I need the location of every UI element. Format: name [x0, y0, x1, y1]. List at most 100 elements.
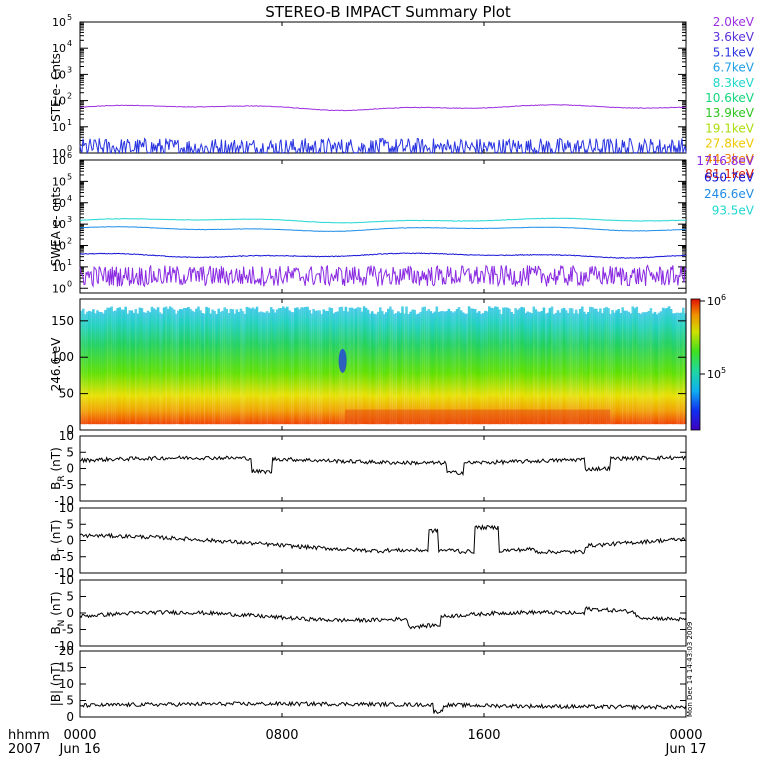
heatmap-column [199, 310, 202, 425]
heatmap-column [399, 312, 402, 425]
heatmap-column [581, 306, 584, 425]
heatmap-column [611, 310, 614, 425]
br-panel: BR (nT) 10 5 0 -5 -10 [49, 429, 687, 508]
y-tick-exponent: 3 [67, 215, 72, 224]
heatmap-column [316, 310, 319, 425]
heatmap-column [542, 307, 546, 425]
heatmap-column [278, 308, 281, 425]
br-trace [79, 454, 687, 477]
y-tick-label: 10 [52, 16, 66, 29]
heatmap-column [570, 308, 574, 425]
heatmap-column [566, 313, 570, 425]
heatmap-column [336, 311, 340, 425]
heatmap-column [128, 310, 132, 425]
heatmap-column [593, 308, 596, 425]
heatmap-column [591, 307, 594, 425]
heatmap-column [538, 311, 542, 425]
heatmap-column [110, 306, 113, 425]
y-tick-exponent: 4 [67, 39, 72, 48]
heatmap-column [488, 306, 491, 425]
heatmap-column [108, 307, 111, 425]
heatmap-column [282, 306, 285, 425]
heatmap-column [148, 312, 152, 425]
heatmap-column [548, 308, 552, 425]
heatmap-column [136, 313, 140, 425]
heatmap-column [185, 308, 188, 425]
heatmap-column [504, 307, 507, 425]
heatmap-column [183, 307, 186, 425]
heatmap-column [423, 306, 426, 425]
swea-legend-item: 246.6eV [704, 187, 755, 201]
colorbar-tick-label: 10 [707, 295, 721, 308]
heatmap-column [649, 308, 653, 425]
heatmap-column [671, 313, 675, 425]
heatmap-column [482, 313, 485, 425]
heatmap-column [269, 307, 273, 425]
x-tick-label: 0800 [265, 728, 298, 743]
heatmap-column [417, 313, 420, 425]
heatmap-column [621, 307, 624, 425]
heatmap-column [376, 311, 380, 425]
heatmap-column [564, 310, 568, 425]
heatmap-column [314, 310, 317, 425]
heatmap-column [122, 309, 125, 425]
bt-frame [79, 507, 687, 574]
heatmap-column [445, 311, 449, 425]
y-tick-exponent: 0 [67, 279, 72, 288]
heatmap-column [271, 309, 275, 425]
heatmap-column [490, 307, 493, 425]
y-tick-label: 10 [52, 121, 66, 134]
swea-ylabel: SWEA e- cnts [49, 187, 63, 267]
heatmap-column [181, 309, 184, 425]
y-tick-label: 0 [66, 710, 74, 724]
y-tick-label: 0 [66, 534, 74, 548]
heatmap-column [326, 311, 329, 425]
heatmap-column [124, 306, 127, 425]
heatmap-column [625, 310, 628, 425]
heatmap-column [296, 307, 299, 425]
heatmap-column [415, 314, 418, 425]
br-ylabel: BR (nT) [49, 447, 67, 490]
heatmap-column [201, 313, 204, 425]
heatmap-column [253, 309, 257, 425]
heatmap-column [356, 307, 360, 425]
heatmap-column [265, 311, 269, 425]
bt-ylabel: BT (nT) [49, 520, 67, 562]
heatmap-column [560, 308, 564, 425]
heatmap-column [589, 306, 592, 425]
y-tick-label: 5 [66, 694, 74, 708]
heatmap-column [605, 306, 608, 425]
y-tick-label: 10 [52, 154, 66, 167]
heatmap-column [82, 308, 85, 425]
heatmap-column [473, 309, 477, 425]
bn-panel: BN (nT) 10 5 0 -5 -10 [49, 573, 687, 653]
heatmap-column [134, 309, 138, 425]
ste-legend-item: 6.7keV [713, 61, 755, 75]
heatmap-column [655, 314, 659, 425]
y-tick-label: 0 [66, 606, 74, 620]
heatmap-column [140, 308, 144, 425]
heatmap-column [209, 313, 212, 425]
heatmap-column [385, 312, 388, 425]
heatmap-column [164, 306, 168, 425]
heatmap-column [506, 307, 509, 425]
heatmap-column [477, 311, 481, 425]
heatmap-column [247, 307, 251, 425]
bn-frame [79, 579, 687, 647]
heatmap-column [401, 306, 404, 425]
heatmap-column [465, 313, 469, 425]
heatmap-column [195, 308, 198, 425]
colorbar-tick-exponent: 6 [721, 293, 726, 302]
heatmap-column [249, 308, 253, 425]
heatmap-column [98, 311, 101, 425]
y-tick-exponent: 2 [67, 92, 72, 101]
heatmap-column [205, 306, 208, 425]
heatmap-column [130, 310, 134, 425]
heatmap-column [619, 313, 622, 425]
heatmap-column [383, 314, 386, 425]
heatmap-column [152, 308, 156, 425]
heatmap-column [312, 309, 315, 425]
heatmap-column [104, 310, 107, 425]
heatmap-column [409, 311, 412, 425]
